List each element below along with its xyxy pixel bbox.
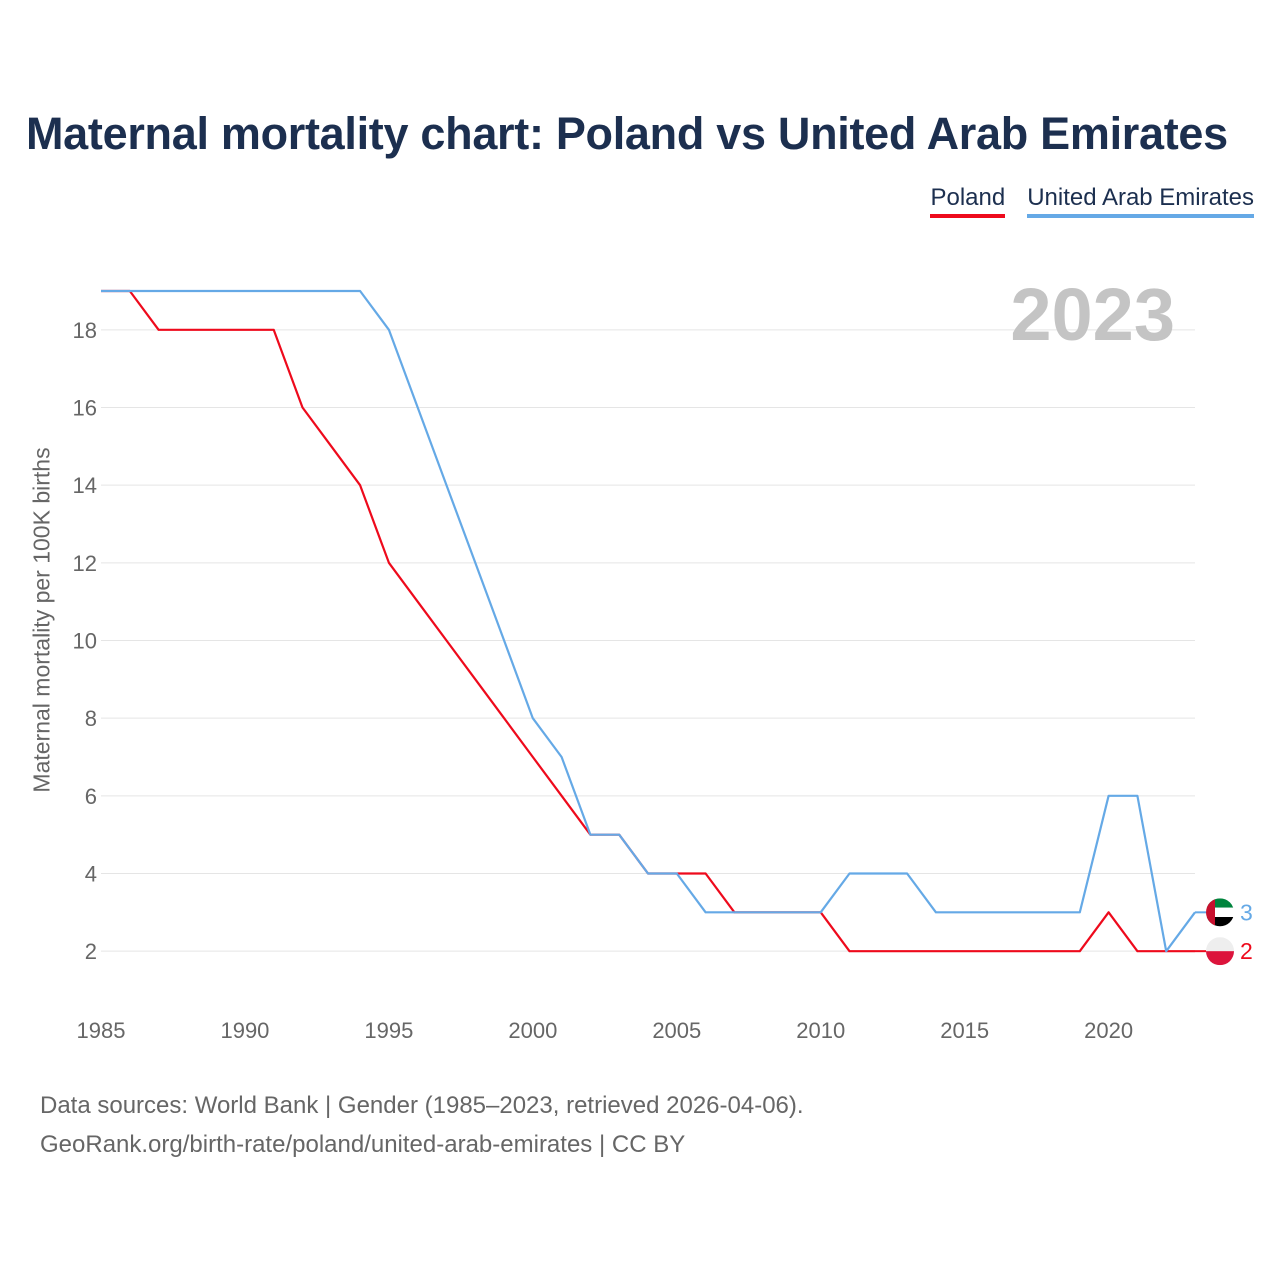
x-tick-label-1995: 1995	[364, 1018, 413, 1043]
year-watermark: 2023	[1010, 273, 1175, 356]
uae-end-value: 3	[1240, 899, 1253, 925]
series-line-united-arab-emirates[interactable]	[101, 289, 1196, 953]
series-line-poland[interactable]	[101, 289, 1195, 953]
y-tick-labels: 2 4 6 8 10 12 14 16 18	[73, 318, 97, 964]
source-line-2[interactable]: GeoRank.org/birth-rate/poland/united-ara…	[40, 1131, 686, 1158]
y-tick-label-16: 16	[73, 396, 97, 421]
legend: Poland United Arab Emirates	[930, 184, 1254, 218]
y-tick-label-12: 12	[73, 551, 97, 576]
poland-flag-icon	[1206, 937, 1234, 966]
legend-item-uae[interactable]: United Arab Emirates	[1027, 184, 1254, 218]
x-tick-label-2000: 2000	[508, 1018, 557, 1043]
x-tick-label-2015: 2015	[940, 1018, 989, 1043]
x-tick-labels: 1985 1990 1995 2000 2005 2010 2015 2020	[77, 1018, 1134, 1043]
y-tick-label-18: 18	[73, 318, 97, 343]
legend-item-poland[interactable]: Poland	[930, 184, 1006, 218]
grid-layer	[101, 329, 1195, 952]
poland-end-value: 2	[1240, 938, 1253, 964]
y-tick-label-4: 4	[85, 862, 97, 887]
series-layer	[101, 289, 1196, 953]
y-tick-label-10: 10	[73, 629, 97, 654]
x-tick-label-2010: 2010	[796, 1018, 845, 1043]
chart-title: Maternal mortality chart: Poland vs Unit…	[26, 108, 1228, 159]
x-tick-label-2020: 2020	[1084, 1018, 1133, 1043]
x-tick-label-2005: 2005	[652, 1018, 701, 1043]
y-tick-label-6: 6	[85, 784, 97, 809]
end-markers: 32	[1195, 898, 1253, 966]
y-tick-label-2: 2	[85, 939, 97, 964]
uae-flag-icon	[1206, 898, 1234, 927]
source-line-1: Data sources: World Bank | Gender (1985–…	[40, 1092, 804, 1119]
y-tick-label-8: 8	[85, 706, 97, 731]
y-tick-label-14: 14	[73, 473, 97, 498]
x-tick-label-1990: 1990	[220, 1018, 269, 1043]
data-sources: Data sources: World Bank | Gender (1985–…	[40, 1086, 804, 1164]
x-tick-label-1985: 1985	[77, 1018, 126, 1043]
